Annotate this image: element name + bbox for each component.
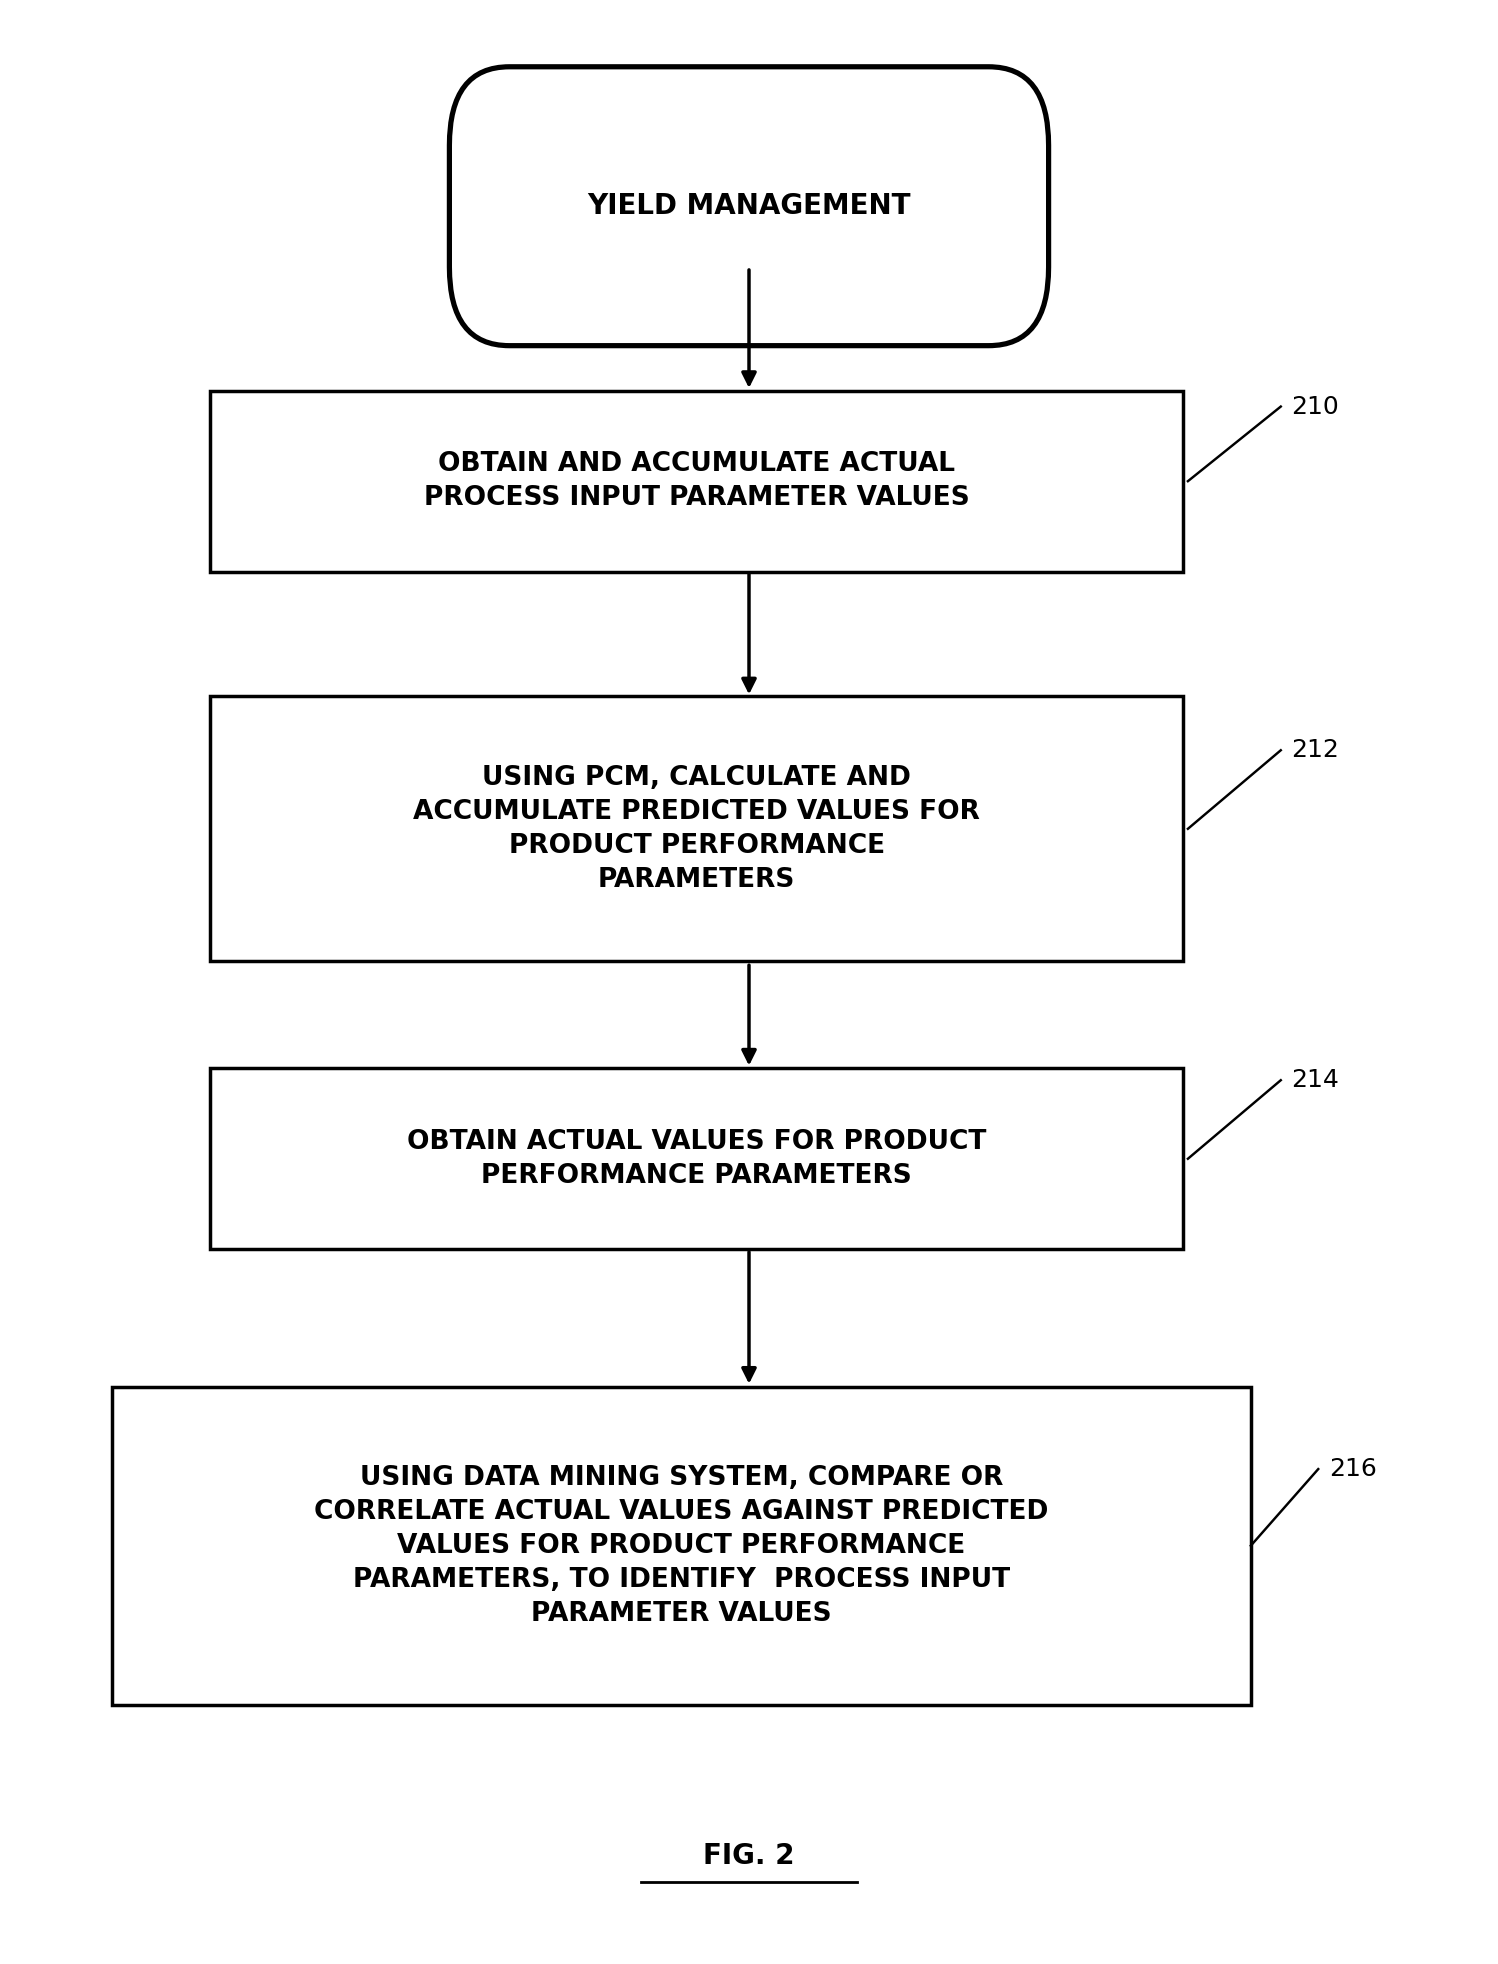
Text: 216: 216 — [1329, 1457, 1377, 1481]
Text: 214: 214 — [1291, 1068, 1339, 1092]
Text: OBTAIN AND ACCUMULATE ACTUAL
PROCESS INPUT PARAMETER VALUES: OBTAIN AND ACCUMULATE ACTUAL PROCESS INP… — [424, 452, 969, 511]
FancyBboxPatch shape — [210, 697, 1183, 962]
Text: YIELD MANAGEMENT: YIELD MANAGEMENT — [587, 192, 911, 220]
FancyBboxPatch shape — [449, 67, 1049, 346]
Text: OBTAIN ACTUAL VALUES FOR PRODUCT
PERFORMANCE PARAMETERS: OBTAIN ACTUAL VALUES FOR PRODUCT PERFORM… — [407, 1129, 986, 1188]
Text: USING PCM, CALCULATE AND
ACCUMULATE PREDICTED VALUES FOR
PRODUCT PERFORMANCE
PAR: USING PCM, CALCULATE AND ACCUMULATE PRED… — [413, 764, 980, 894]
Text: 210: 210 — [1291, 395, 1339, 418]
FancyBboxPatch shape — [112, 1387, 1251, 1705]
Text: FIG. 2: FIG. 2 — [703, 1842, 795, 1870]
Text: USING DATA MINING SYSTEM, COMPARE OR
CORRELATE ACTUAL VALUES AGAINST PREDICTED
V: USING DATA MINING SYSTEM, COMPARE OR COR… — [315, 1465, 1049, 1626]
Text: 212: 212 — [1291, 738, 1339, 762]
FancyBboxPatch shape — [210, 1068, 1183, 1249]
FancyBboxPatch shape — [210, 391, 1183, 572]
